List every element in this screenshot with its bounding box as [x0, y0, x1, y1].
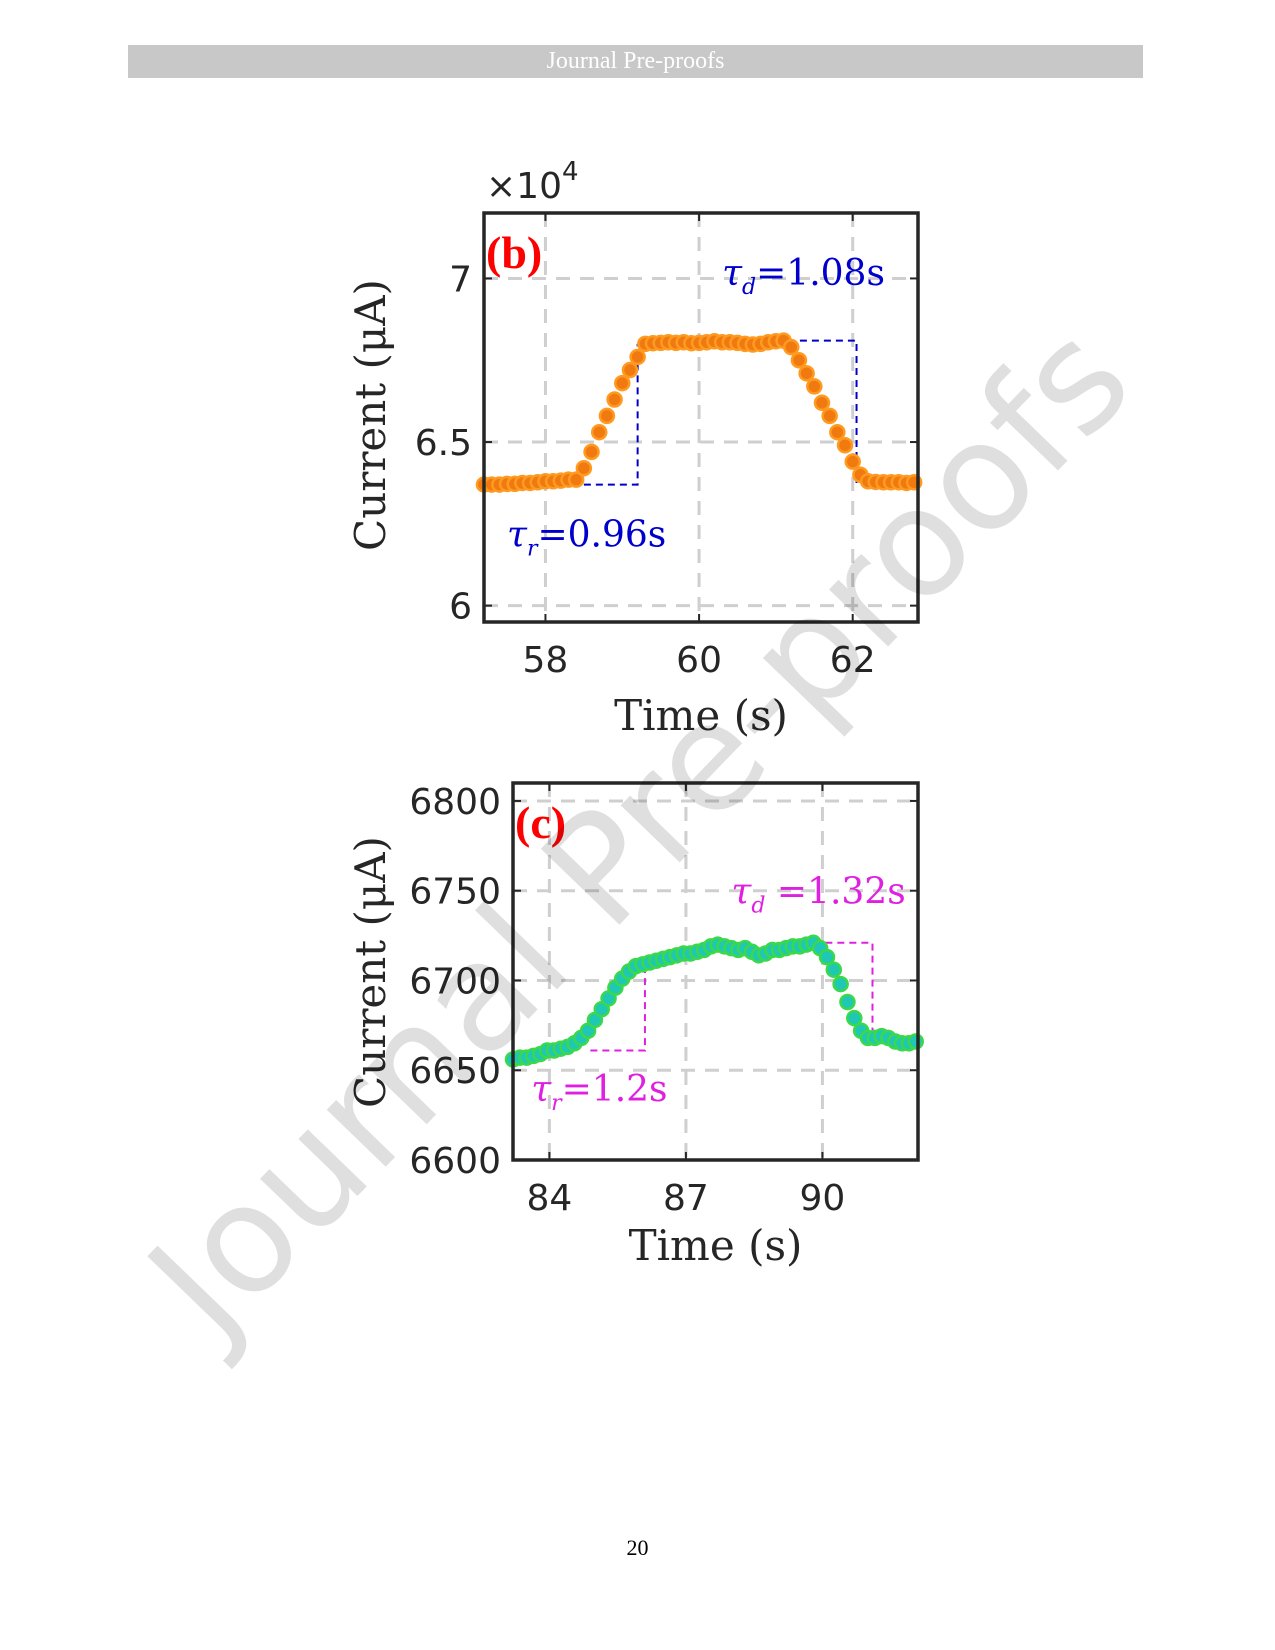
time-constant-annotation: τd=1.08s: [722, 253, 885, 300]
data-point: [836, 437, 854, 454]
x-tick-label: 84: [526, 1178, 572, 1219]
y-tick-label: 6.5: [415, 423, 472, 464]
y-tick-label: 6700: [409, 961, 501, 1002]
data-point: [829, 423, 846, 441]
plot-area: [513, 783, 918, 1160]
y-tick-label: 6: [449, 587, 472, 628]
data-point: [629, 348, 646, 366]
data-point: [575, 459, 593, 477]
y-axis-label: Current (μA): [346, 836, 395, 1108]
x-tick-label: 62: [830, 640, 876, 681]
data-point: [567, 471, 585, 488]
tau-value: =1.08s: [756, 253, 885, 294]
panel-label: (c): [515, 797, 566, 848]
decay-time-indicator: [813, 941, 874, 1040]
tau-subscript: d: [751, 893, 765, 918]
x-tick-label: 58: [523, 640, 569, 681]
data-point: [590, 423, 608, 441]
panel-label: (b): [486, 227, 542, 278]
time-constant-annotation: τd =1.32s: [731, 871, 905, 918]
tau-symbol: τ: [722, 253, 743, 294]
data-point: [907, 1033, 924, 1050]
tau-symbol: τ: [507, 515, 528, 556]
tau-symbol: τ: [731, 871, 752, 912]
tau-value: =1.32s: [765, 871, 905, 912]
data-point: [598, 407, 616, 425]
y-exponent-power: 4: [562, 157, 579, 187]
rise-time-indicator: [590, 966, 646, 1052]
data-point: [790, 351, 808, 369]
tau-symbol: τ: [531, 1069, 552, 1110]
data-point: [821, 407, 838, 425]
y-axis-label: Current (μA): [346, 279, 395, 551]
data-point: [813, 394, 831, 412]
tau-subscript: r: [527, 537, 539, 562]
x-tick-label: 90: [800, 1178, 846, 1219]
data-point: [798, 365, 815, 382]
data-point: [806, 378, 823, 395]
data-point: [783, 338, 800, 356]
x-tick-label: 87: [663, 1178, 709, 1219]
time-constant-annotation: τr=1.2s: [531, 1069, 667, 1116]
decay-time-indicator: [775, 339, 858, 485]
plot-area: [484, 213, 918, 622]
y-tick-label: 6750: [409, 872, 501, 913]
page-number: 20: [626, 1535, 649, 1560]
tau-subscript: r: [551, 1091, 563, 1116]
data-point: [621, 361, 639, 379]
data-point: [844, 453, 861, 470]
axes-frame: [511, 781, 920, 1162]
rise-time-indicator: [583, 343, 639, 486]
tau-value: =0.96s: [537, 515, 666, 556]
data-point: [614, 374, 631, 392]
data-point: [583, 443, 600, 461]
y-tick-label: 7: [449, 259, 472, 300]
y-tick-label: 6800: [409, 782, 501, 823]
data-point: [832, 975, 849, 993]
data-point: [839, 993, 856, 1011]
axes-frame: [482, 211, 920, 624]
data-point: [606, 391, 623, 408]
data-point: [846, 1009, 863, 1027]
journal-header-bar: Journal Pre-proofs: [128, 45, 1143, 78]
x-axis-label: Time (s): [614, 691, 788, 740]
journal-header-title: Journal Pre-proofs: [546, 48, 725, 74]
x-axis-label: Time (s): [629, 1221, 803, 1270]
tau-subscript: d: [742, 275, 756, 300]
y-tick-label: 6650: [409, 1051, 501, 1092]
chart-panel-c: 84 87 90 6600 6650 6700 6750 6800 Time (s) Curren…: [346, 781, 924, 1270]
data-point: [825, 961, 843, 978]
tau-value: =1.2s: [562, 1069, 668, 1110]
y-exponent-label: ×104: [486, 157, 579, 207]
x-tick-label: 60: [676, 640, 722, 681]
y-tick-label: 6600: [409, 1141, 501, 1182]
time-constant-annotation: τr=0.96s: [507, 515, 666, 562]
data-point: [818, 948, 836, 966]
